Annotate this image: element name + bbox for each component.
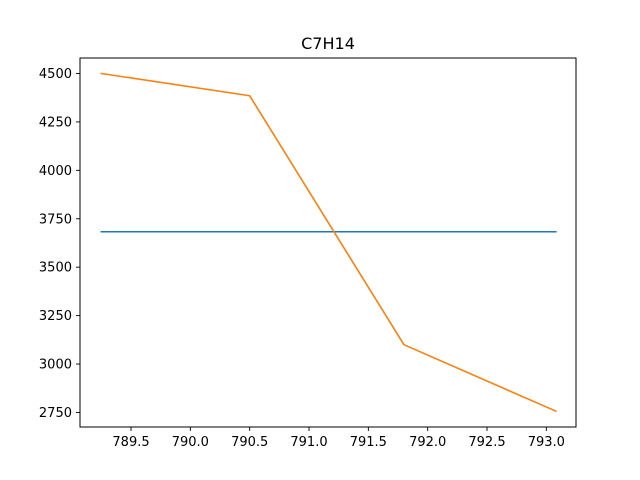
y-tick-label: 3500: [39, 261, 72, 276]
y-tick-label: 4250: [39, 115, 72, 130]
x-tick-label: 790.0: [172, 435, 209, 450]
x-tick-label: 791.0: [290, 435, 327, 450]
x-tick-label: 791.5: [350, 435, 387, 450]
y-tick-label: 4500: [39, 67, 72, 82]
series-layer: [100, 72, 557, 413]
y-tick-label: 4000: [39, 164, 72, 179]
y-tick-label: 2750: [39, 406, 72, 421]
y-tick-label: 3250: [39, 309, 72, 324]
chart-title: C7H14: [301, 34, 355, 53]
y-tick-label: 3000: [39, 358, 72, 373]
x-tick-label: 793.0: [528, 435, 565, 450]
y-tick-label: 3750: [39, 212, 72, 227]
x-tick-label: 790.5: [231, 435, 268, 450]
x-axis: 789.5 790.0 790.5 791.0 791.5 792.0 792.5 793.0: [112, 427, 565, 450]
x-tick-label: 789.5: [112, 435, 149, 450]
y-axis: 2750 3000 3250 3500 3750 4000 4250 4500: [39, 67, 80, 421]
plot-area-frame: [79, 57, 577, 428]
x-tick-label: 792.0: [409, 435, 446, 450]
series-line-2: [100, 72, 557, 413]
x-tick-label: 792.5: [468, 435, 505, 450]
